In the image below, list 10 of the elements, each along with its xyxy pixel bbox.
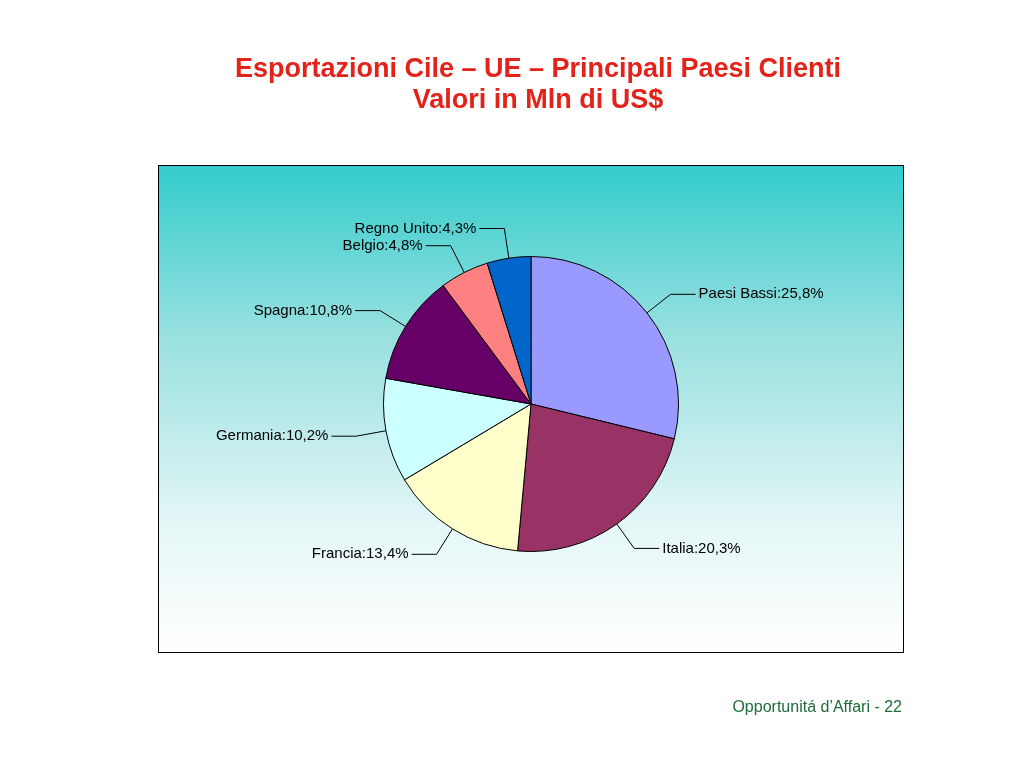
slice-label: Germania:10,2% [215,426,329,444]
slice-label: Paesi Bassi:25,8% [698,284,824,302]
slice-label: Regno Unito:4,3% [354,218,477,236]
slice-label: Spagna:10,8% [253,300,353,318]
text: Opportunitá d’Affari - 22 [732,698,902,716]
slice-label: Belgio:4,8% [342,235,423,253]
slice-label: Francia:13,4% [311,544,409,562]
chart-title: Esportazioni Cile – UE – Principali Paesi Clienti [233,53,843,84]
slice-label: Italia:20,3% [662,538,741,556]
chart-subtitle: Valori in Mln di US$ [411,84,665,115]
